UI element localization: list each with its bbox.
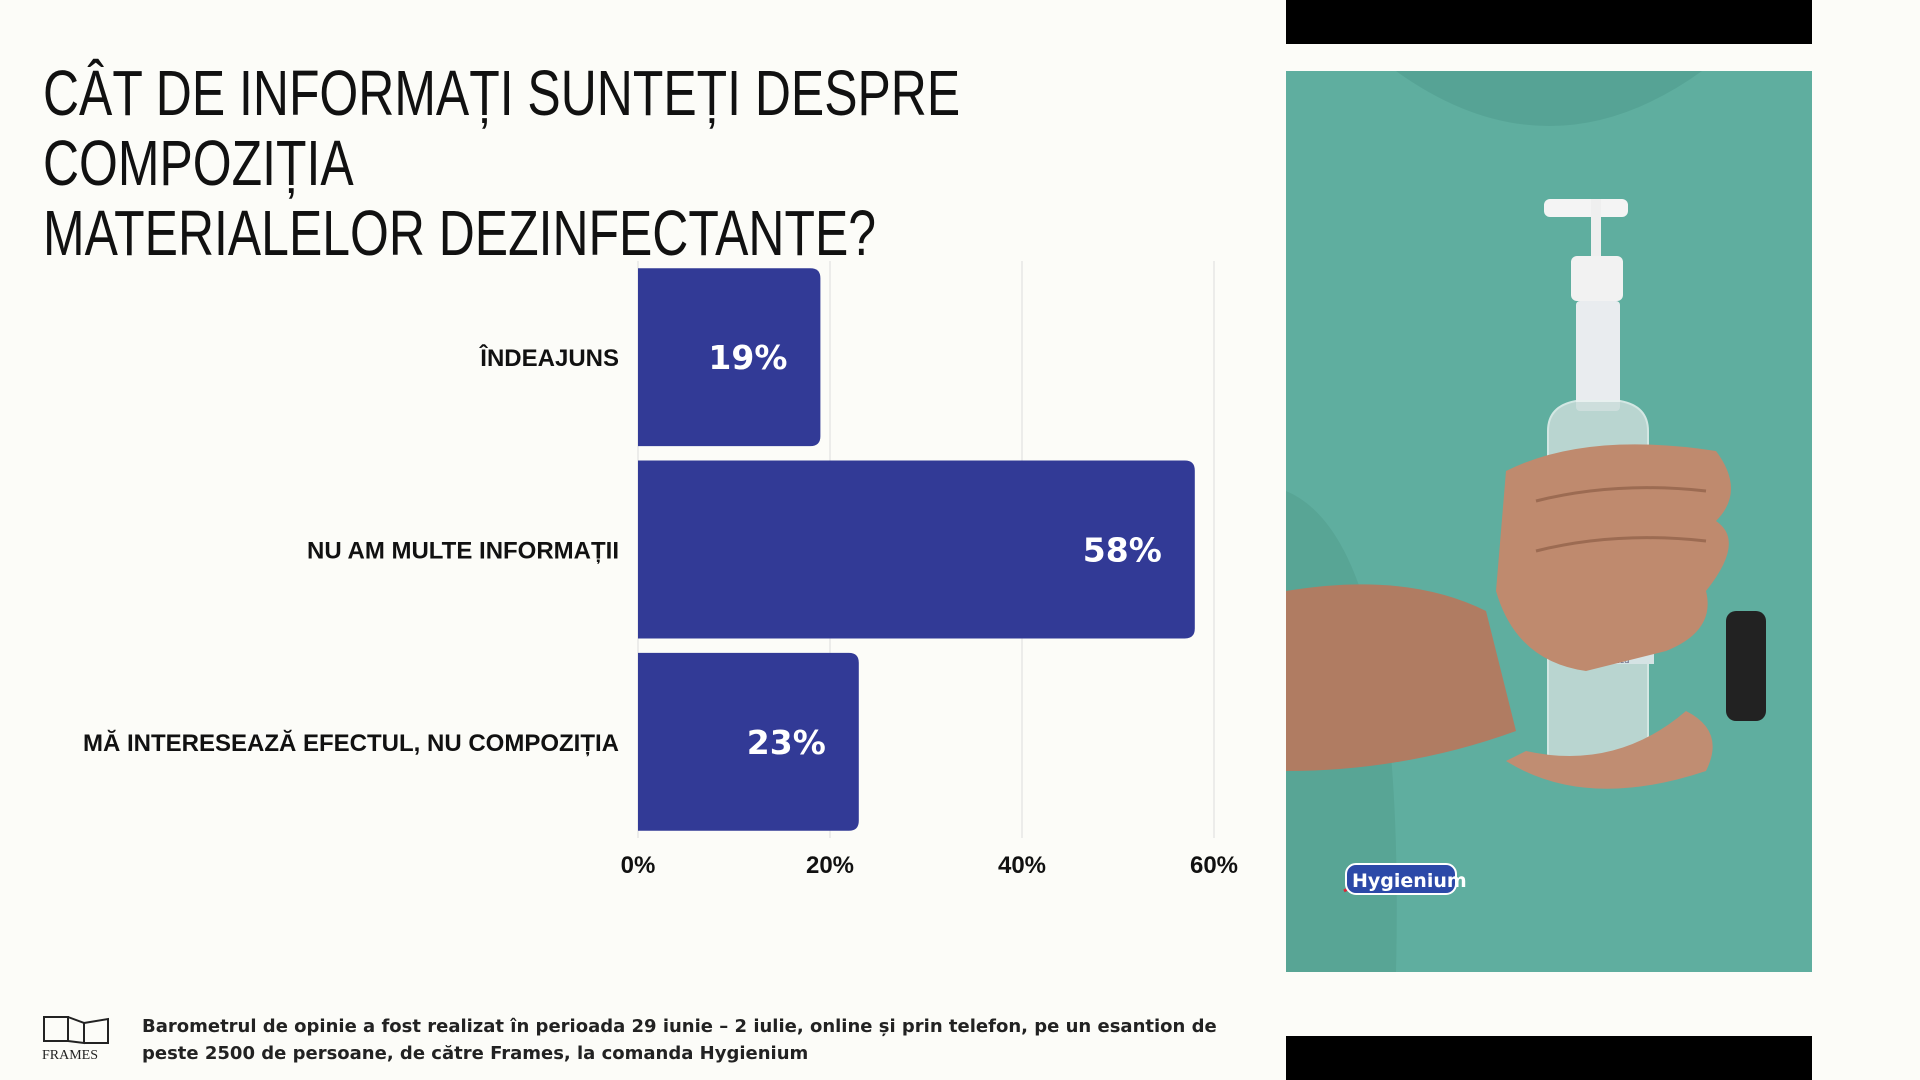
- chart-data-labels: 19% 58% 23%: [708, 338, 1161, 762]
- category-label: MĂ INTERESEAZĂ EFECTUL, NU COMPOZIȚIA: [83, 729, 619, 757]
- data-label: 23%: [747, 723, 826, 762]
- bar-chart: ÎNDEAJUNS NU AM MULTE INFORMAȚII MĂ INTERE…: [83, 261, 1238, 879]
- x-tick-label: 20%: [806, 852, 854, 879]
- footer-note: Barometrul de opinie a fost realizat în …: [142, 1016, 1217, 1064]
- category-label: NU AM MULTE INFORMAȚII: [307, 538, 619, 565]
- bottom-black-bar: [1286, 1036, 1812, 1080]
- frames-logo: FRAMES: [42, 1016, 109, 1061]
- page-title: CÂT DE INFORMAȚI SUNTEȚI DESPRE COMPOZIȚ…: [43, 57, 961, 269]
- brand-logo-text: Hygienium: [1352, 870, 1467, 892]
- product-photo: tested Hygienium: [1286, 71, 1812, 972]
- data-label: 19%: [708, 338, 787, 377]
- data-label: 58%: [1083, 531, 1162, 570]
- bar: [638, 268, 821, 447]
- top-black-bar: [1286, 0, 1812, 44]
- x-tick-label: 60%: [1190, 852, 1238, 879]
- bar: [638, 460, 1195, 639]
- x-tick-label: 0%: [621, 852, 656, 879]
- x-tick-label: 40%: [998, 852, 1046, 879]
- hygienium-logo: Hygienium: [1343, 863, 1467, 895]
- chart-x-tick-labels: 0% 20% 40% 60%: [621, 852, 1238, 879]
- frames-logo-text: FRAMES: [42, 1048, 98, 1061]
- chart-bars: [638, 268, 1195, 831]
- category-label: ÎNDEAJUNS: [479, 344, 619, 372]
- chart-category-labels: ÎNDEAJUNS NU AM MULTE INFORMAȚII MĂ INTERE…: [83, 344, 619, 757]
- bar: [638, 652, 859, 831]
